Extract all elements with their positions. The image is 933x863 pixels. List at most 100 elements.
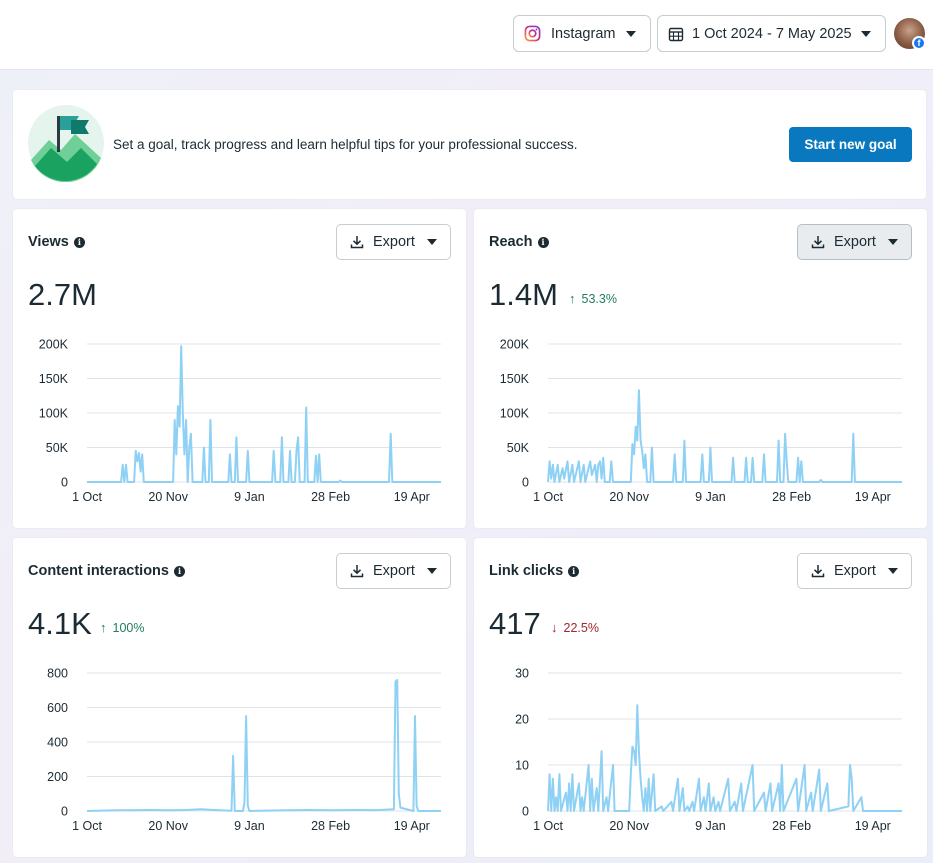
goal-description: Set a goal, track progress and learn hel… [113, 137, 578, 152]
chevron-down-icon [427, 568, 437, 574]
x-tick-label: 9 Jan [234, 490, 265, 504]
export-button[interactable]: Export [336, 224, 451, 260]
y-tick-label: 0 [522, 476, 529, 490]
y-tick-label: 800 [47, 667, 68, 681]
metric-chart: 0 10 20 30 1 Oct 20 Nov 9 Jan 28 Feb 19 Apr [515, 667, 902, 833]
export-button[interactable]: Export [797, 553, 912, 589]
y-tick-label: 600 [47, 701, 68, 715]
metric-value: 2.7M [28, 277, 97, 312]
facebook-badge-icon: f [912, 36, 926, 50]
top-bar: Instagram 1 Oct 2024 - 7 May 2025 f [0, 0, 933, 70]
metric-title-label: Reach [489, 234, 533, 250]
x-tick-label: 1 Oct [72, 490, 102, 504]
metric-chart: 0 50K 100K 150K 200K 1 Oct 20 Nov 9 Jan 28 Feb 19… [500, 338, 902, 504]
x-tick-label: 28 Feb [311, 819, 350, 833]
x-tick-label: 19 Apr [855, 819, 891, 833]
export-button[interactable]: Export [336, 553, 451, 589]
download-icon [350, 235, 364, 249]
y-tick-label: 10 [515, 759, 529, 773]
x-tick-label: 20 Nov [148, 819, 188, 833]
y-tick-label: 400 [47, 736, 68, 750]
metric-change-value: 22.5% [563, 620, 599, 635]
platform-label: Instagram [551, 25, 616, 42]
x-tick-label: 9 Jan [234, 819, 265, 833]
x-tick-label: 20 Nov [609, 819, 649, 833]
x-tick-label: 20 Nov [609, 490, 649, 504]
info-icon[interactable]: i [173, 565, 185, 577]
y-tick-label: 200K [39, 338, 69, 352]
metric-change: ↑ 100% [100, 620, 144, 635]
y-tick-label: 100K [39, 407, 69, 421]
series-line [86, 678, 441, 812]
y-tick-label: 30 [515, 667, 529, 681]
series-line [547, 389, 902, 483]
metric-card: Views i Export 2.7M 0 50K 100K 150K 200K 1 Oct 20 … [13, 209, 466, 528]
export-label: Export [834, 234, 876, 250]
y-tick-label: 150K [39, 372, 69, 386]
export-label: Export [373, 563, 415, 579]
x-tick-label: 1 Oct [533, 819, 563, 833]
goal-flag-illustration [27, 104, 105, 183]
series-line [547, 704, 902, 812]
y-tick-label: 150K [500, 372, 530, 386]
metric-title-label: Views [28, 234, 69, 250]
x-tick-label: 28 Feb [311, 490, 350, 504]
start-new-goal-button[interactable]: Start new goal [789, 127, 912, 162]
info-icon[interactable]: i [73, 236, 85, 248]
series-line [87, 345, 441, 483]
download-icon [811, 235, 825, 249]
export-label: Export [834, 563, 876, 579]
metric-title: Reach i [489, 234, 549, 250]
info-icon[interactable]: i [537, 236, 549, 248]
chevron-down-icon [626, 31, 636, 37]
chevron-down-icon [427, 239, 437, 245]
x-tick-label: 20 Nov [148, 490, 188, 504]
x-tick-label: 1 Oct [72, 819, 102, 833]
platform-dropdown[interactable]: Instagram [513, 15, 651, 52]
export-button[interactable]: Export [797, 224, 912, 260]
metric-value: 4.1K [28, 606, 92, 641]
date-range-label: 1 Oct 2024 - 7 May 2025 [692, 25, 852, 42]
metric-card: Reach i Export 1.4M ↑ 53.3% 0 50K 100K 150K 200K 1 … [474, 209, 927, 528]
chevron-down-icon [888, 239, 898, 245]
y-tick-label: 0 [522, 805, 529, 819]
y-tick-label: 0 [61, 805, 68, 819]
metric-value: 417 [489, 606, 541, 641]
x-tick-label: 19 Apr [394, 490, 430, 504]
metric-title: Content interactions i [28, 563, 185, 579]
metric-card: Link clicks i Export 417 ↓ 22.5% 0 10 20 30 1 Oct 2… [474, 538, 927, 857]
x-tick-label: 1 Oct [533, 490, 563, 504]
metric-title-label: Link clicks [489, 563, 564, 579]
x-tick-label: 19 Apr [855, 490, 891, 504]
download-icon [811, 564, 825, 578]
y-tick-label: 0 [61, 476, 68, 490]
instagram-icon [524, 25, 541, 42]
y-tick-label: 20 [515, 713, 529, 727]
y-tick-label: 200 [47, 770, 68, 784]
metric-change-value: 100% [112, 620, 145, 635]
y-tick-label: 200K [500, 338, 530, 352]
metric-title: Link clicks i [489, 563, 580, 579]
metric-change-value: 53.3% [581, 291, 617, 306]
download-icon [350, 564, 364, 578]
metric-change: ↑ 53.3% [569, 291, 617, 306]
chevron-down-icon [861, 31, 871, 37]
arrow-up-icon: ↑ [569, 291, 576, 306]
metric-title-label: Content interactions [28, 563, 169, 579]
y-tick-label: 50K [507, 441, 530, 455]
x-tick-label: 9 Jan [695, 819, 726, 833]
x-tick-label: 28 Feb [772, 490, 811, 504]
metric-chart: 0 200 400 600 800 1 Oct 20 Nov 9 Jan 28 Feb 19 Ap… [47, 667, 441, 833]
calendar-icon [668, 26, 684, 42]
info-icon[interactable]: i [568, 565, 580, 577]
date-range-picker[interactable]: 1 Oct 2024 - 7 May 2025 [657, 15, 886, 52]
metric-title: Views i [28, 234, 85, 250]
metric-card: Content interactions i Export 4.1K ↑ 100% 0 200… [13, 538, 466, 857]
y-tick-label: 100K [500, 407, 530, 421]
arrow-down-icon: ↓ [551, 620, 558, 635]
metric-change: ↓ 22.5% [551, 620, 599, 635]
x-tick-label: 19 Apr [394, 819, 430, 833]
goal-card: Set a goal, track progress and learn hel… [13, 90, 926, 199]
arrow-up-icon: ↑ [100, 620, 107, 635]
metric-value: 1.4M [489, 277, 558, 312]
